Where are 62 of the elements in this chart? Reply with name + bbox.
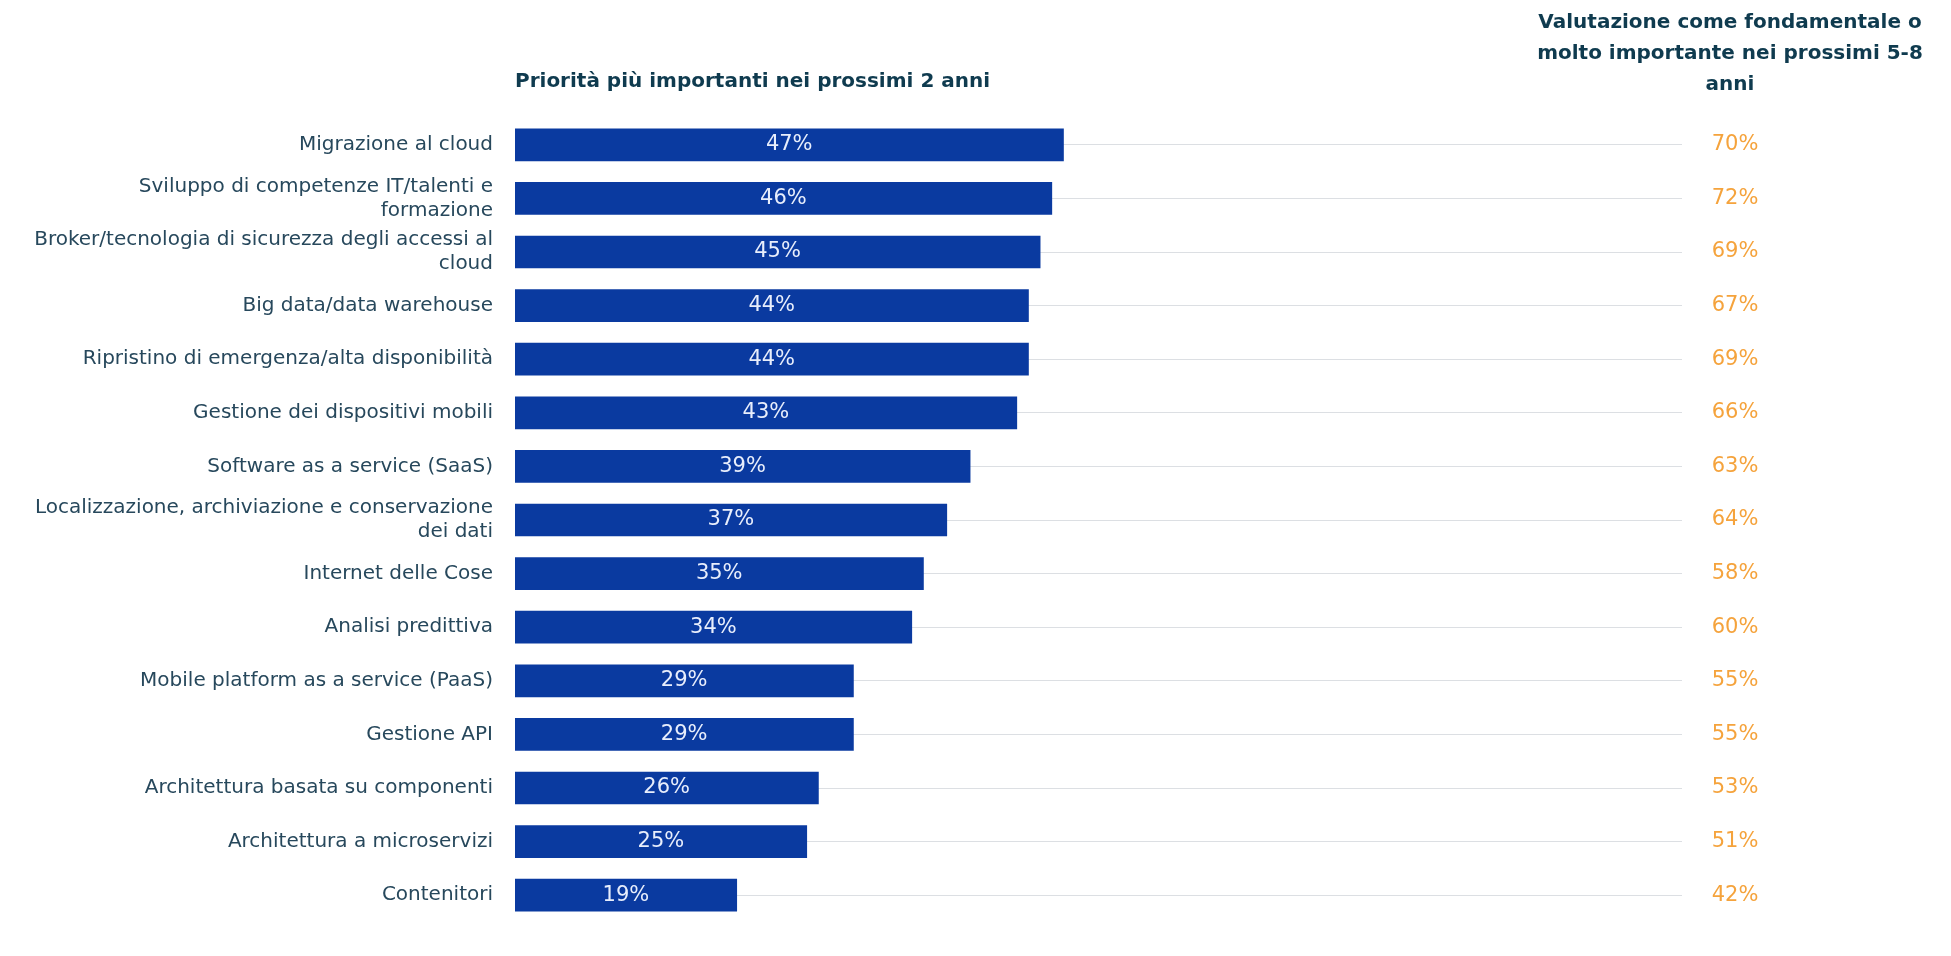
data-label: 72% <box>1711 184 1759 209</box>
y-tick-label: Gestione dei dispositivi mobili <box>193 399 493 423</box>
bar <box>515 878 738 912</box>
data-label: 70% <box>1711 131 1759 156</box>
y-tick-label: Migrazione al cloud <box>299 131 493 155</box>
data-label: 43% <box>742 399 790 424</box>
y-tick-label: Broker/tecnologia di sicurezza degli accessi al cloud <box>34 226 493 275</box>
chart-title: Priorità più importanti nei prossimi 2 anni <box>515 68 991 92</box>
bar <box>515 718 854 751</box>
data-label: 53% <box>1711 774 1759 799</box>
data-label: 39% <box>719 452 766 477</box>
data-label: 45% <box>754 238 801 263</box>
data-label: 64% <box>1711 506 1759 531</box>
bar <box>515 664 854 698</box>
data-label: 66% <box>1711 399 1759 424</box>
data-label: 51% <box>1711 828 1759 853</box>
data-label: 47% <box>765 131 813 156</box>
data-label: 42% <box>1711 881 1759 906</box>
data-label: 26% <box>643 774 691 799</box>
bar <box>515 503 948 537</box>
data-label: 29% <box>660 667 708 692</box>
y-tick-label: Software as a service (SaaS) <box>207 452 493 477</box>
data-label: 55% <box>1711 667 1759 692</box>
bar <box>515 610 913 644</box>
bar <box>515 450 971 483</box>
bar <box>515 182 1053 215</box>
y-tick-label: Localizzazione, archiviazione e conservazione dei dati <box>34 494 493 543</box>
data-label: 69% <box>1711 345 1759 370</box>
data-label: 19% <box>602 881 650 906</box>
y-tick-label: Architettura a microservizi <box>227 827 493 852</box>
y-tick-label: Ripristino di emergenza/alta disponibilità <box>82 345 493 370</box>
data-label: 29% <box>660 720 708 745</box>
text: Valutazione come fondamentale o molto importante nei prossimi 5-8 anni <box>1536 8 1924 97</box>
y-tick-label: Analisi predittiva <box>324 613 493 638</box>
data-label: 35% <box>695 560 743 585</box>
bar <box>515 289 1029 322</box>
y-tick-label: Mobile platform as a service (PaaS) <box>140 667 493 691</box>
bar <box>515 396 1018 430</box>
y-tick-label: Gestione API <box>366 720 493 745</box>
bar <box>515 342 1029 376</box>
data-label: 46% <box>760 184 807 209</box>
data-label: 37% <box>707 506 755 531</box>
y-tick-label: Contenitori <box>381 881 493 906</box>
data-label: 44% <box>748 292 796 317</box>
data-label: 63% <box>1711 452 1759 477</box>
y-tick-label: Architettura basata su componenti <box>144 774 493 799</box>
data-label: 58% <box>1711 560 1759 585</box>
y-tick-label: Internet delle Cose <box>303 559 493 584</box>
data-label: 55% <box>1711 720 1759 745</box>
bar <box>515 128 1064 162</box>
data-label: 34% <box>690 613 737 638</box>
data-label: 60% <box>1711 613 1759 638</box>
bar <box>515 771 819 805</box>
data-label: 69% <box>1711 238 1759 263</box>
bar <box>515 235 1041 269</box>
y-tick-label: Big data/data warehouse <box>242 291 493 316</box>
data-label: 44% <box>748 345 796 370</box>
data-label: 67% <box>1711 292 1759 317</box>
bar <box>515 557 924 590</box>
y-tick-label: Sviluppo di competenze IT/talenti e formazione <box>138 172 493 221</box>
data-label: 25% <box>637 828 685 853</box>
bar <box>515 825 808 858</box>
